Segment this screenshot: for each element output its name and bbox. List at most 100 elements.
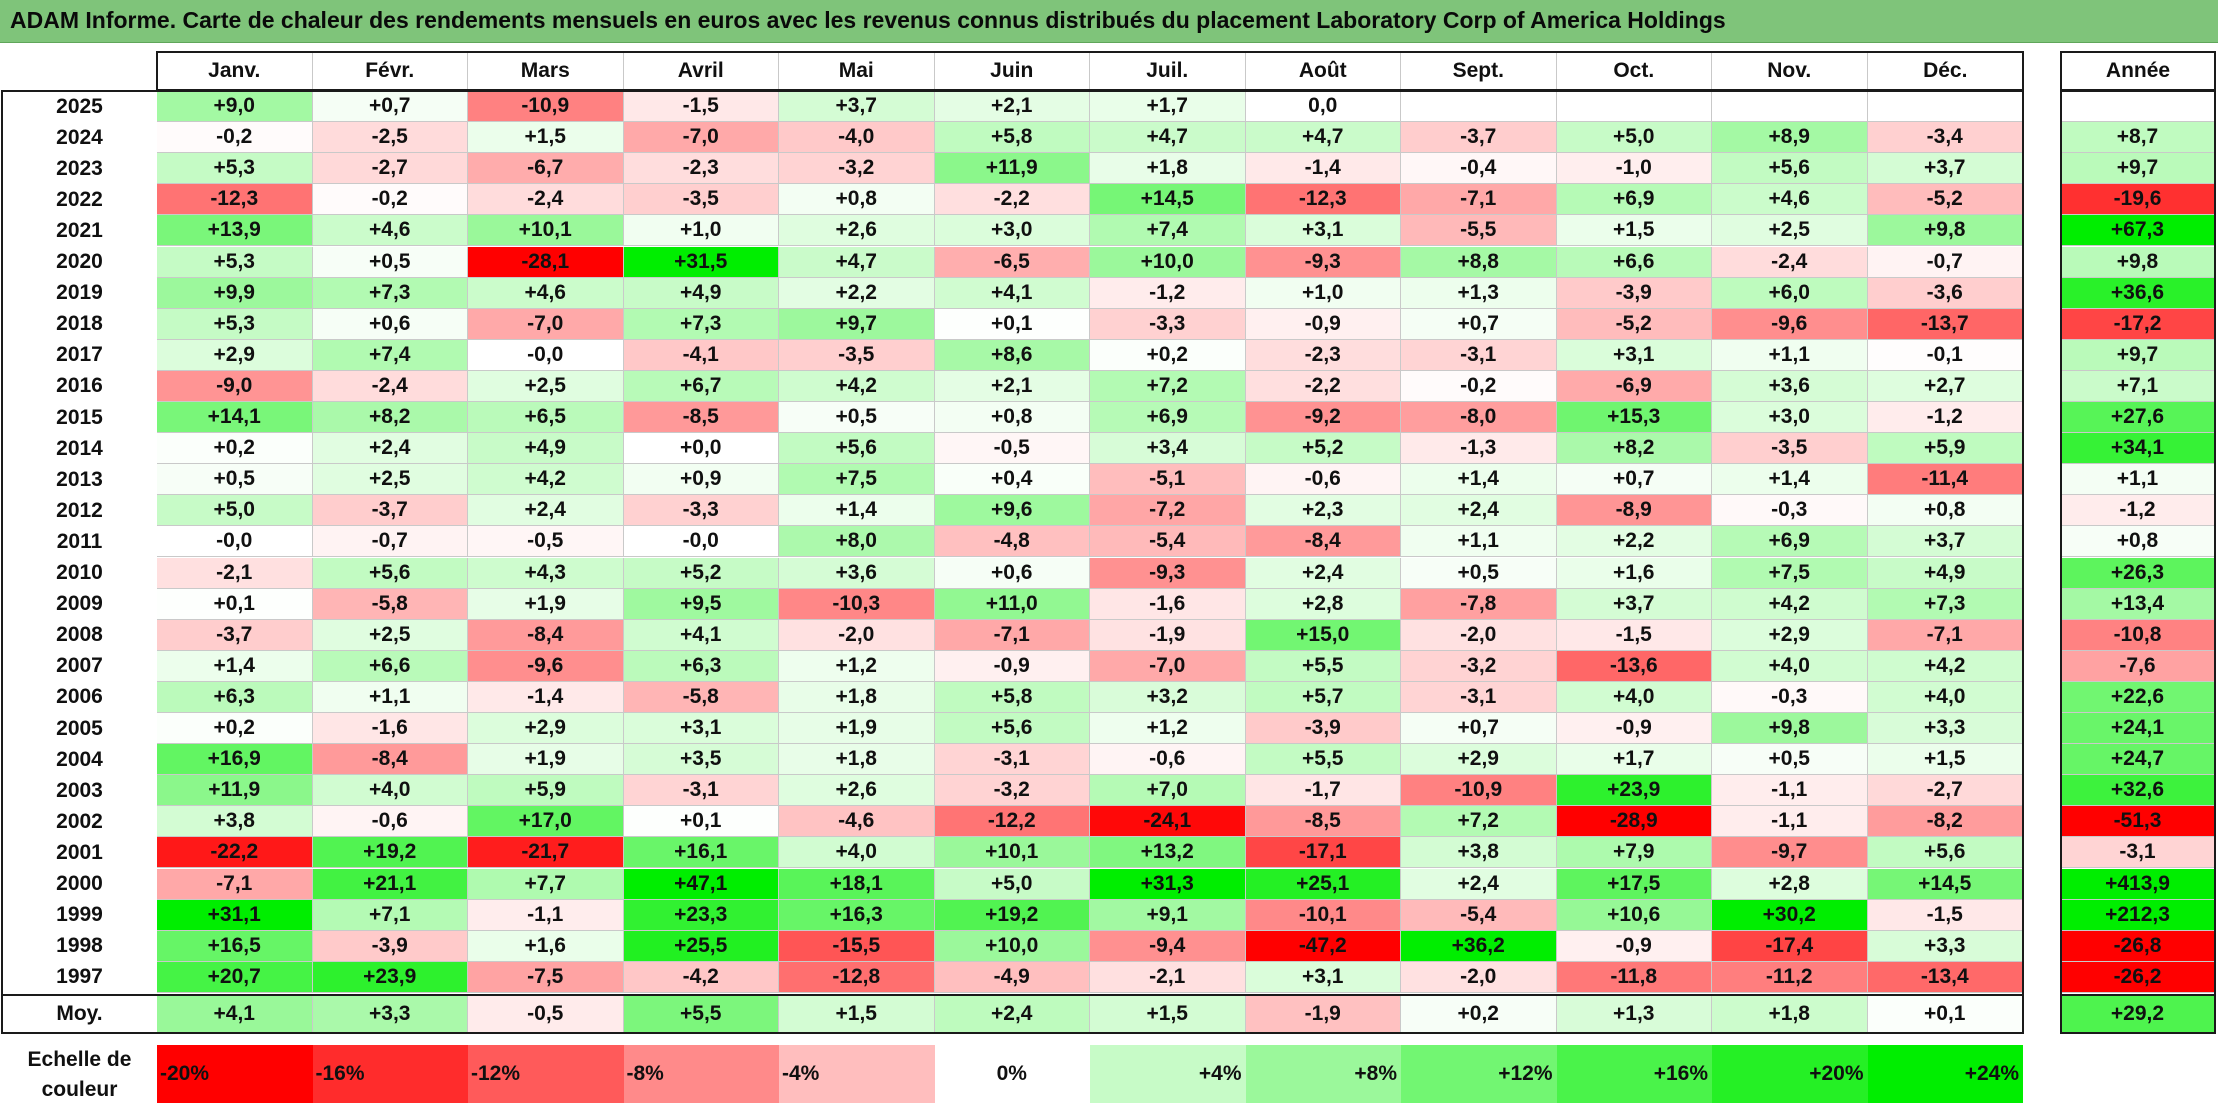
- heatmap-cell: -4,1: [623, 339, 779, 371]
- row-year-label: 2010: [56, 561, 103, 585]
- heatmap-cell: +2,8: [1245, 588, 1401, 620]
- heatmap-cell: -1,6: [1090, 588, 1246, 620]
- heatmap-cell: +5,9: [468, 775, 624, 807]
- heatmap-cell: +4,9: [468, 433, 624, 465]
- heatmap-cell: [1401, 91, 1557, 123]
- heatmap-cell: -11,8: [1556, 961, 1712, 993]
- heatmap-cell: [1867, 91, 2023, 123]
- heatmap-cell: -3,3: [1090, 308, 1246, 340]
- heatmap-cell: +1,7: [1556, 744, 1712, 776]
- annual-cell: -26,8: [2061, 930, 2215, 962]
- heatmap-cell: +2,1: [934, 91, 1090, 123]
- heatmap-cell: -1,5: [623, 91, 779, 123]
- heatmap-cell: +1,0: [623, 215, 779, 247]
- heatmap-cell: +6,9: [1556, 184, 1712, 216]
- heatmap-cell: -1,4: [1245, 153, 1401, 185]
- heatmap-cell: +1,4: [1712, 464, 1868, 496]
- heatmap-cell: +1,8: [779, 744, 935, 776]
- heatmap-cell: +2,9: [1712, 619, 1868, 651]
- annual-cell: +34,1: [2061, 433, 2215, 465]
- heatmap-cell: +6,3: [157, 681, 313, 713]
- heatmap-cell: +2,4: [468, 495, 624, 527]
- heatmap-cell: +23,9: [1556, 775, 1712, 807]
- annual-cell: +36,6: [2061, 277, 2215, 309]
- heatmap-cell: +16,3: [779, 899, 935, 931]
- average-cell: +1,5: [1090, 995, 1246, 1033]
- heatmap-cell: +8,6: [934, 339, 1090, 371]
- heatmap-cell: -5,8: [623, 681, 779, 713]
- heatmap-cell: +7,4: [312, 339, 468, 371]
- chart-title: ADAM Informe. Carte de chaleur des rende…: [10, 7, 1726, 33]
- heatmap-cell: -1,6: [312, 713, 468, 745]
- heatmap-cell: +5,8: [934, 122, 1090, 154]
- heatmap-cell: -4,2: [623, 961, 779, 993]
- heatmap-cell: [1556, 91, 1712, 123]
- heatmap-cell: -0,1: [1867, 339, 2023, 371]
- column-header-5: Mai: [779, 52, 935, 90]
- annual-cell: +24,1: [2061, 713, 2215, 745]
- average-cell: +5,5: [623, 995, 779, 1033]
- heatmap-cell: -0,6: [1245, 464, 1401, 496]
- column-header-4: Avril: [624, 52, 779, 90]
- annual-cell: -7,6: [2061, 650, 2215, 682]
- heatmap-cell: +1,2: [779, 650, 935, 682]
- heatmap-cell: +11,9: [934, 153, 1090, 185]
- row-year-label: 2019: [56, 281, 103, 305]
- heatmap-cell: -3,1: [623, 775, 779, 807]
- heatmap-cell: -9,2: [1245, 402, 1401, 434]
- column-header-6: Juin: [935, 52, 1090, 90]
- color-scale-label: Echelle de couleur: [2, 1045, 157, 1103]
- heatmap-cell: +7,3: [623, 308, 779, 340]
- average-separator: [2, 993, 2023, 996]
- row-year-label: 2013: [56, 467, 103, 491]
- heatmap-cell: +1,0: [1245, 277, 1401, 309]
- heatmap-cell: -9,3: [1090, 557, 1246, 589]
- heatmap-cell: -5,2: [1867, 184, 2023, 216]
- annual-cell: +22,6: [2061, 681, 2215, 713]
- heatmap-cell: +0,5: [1401, 557, 1557, 589]
- heatmap-cell: -2,4: [312, 370, 468, 402]
- heatmap-cell: +5,3: [157, 153, 313, 185]
- heatmap-cell: +0,7: [1401, 308, 1557, 340]
- heatmap-cell: -7,0: [468, 308, 624, 340]
- heatmap-cell: -0,9: [1556, 713, 1712, 745]
- annual-cell: -10,8: [2061, 619, 2215, 651]
- heatmap-cell: -13,4: [1867, 961, 2023, 993]
- heatmap-cell: +7,5: [1712, 557, 1868, 589]
- heatmap-cell: +3,1: [1556, 339, 1712, 371]
- column-header-7: Juil.: [1090, 52, 1246, 90]
- heatmap-cell: +18,1: [779, 868, 935, 900]
- heatmap-cell: +1,9: [468, 588, 624, 620]
- heatmap-cell: +3,4: [1090, 433, 1246, 465]
- heatmap-cell: +9,5: [623, 588, 779, 620]
- heatmap-cell: -3,9: [1556, 277, 1712, 309]
- row-year-label: 2001: [56, 840, 103, 864]
- heatmap-cell: +1,3: [1401, 277, 1557, 309]
- heatmap-cell: +3,7: [779, 91, 935, 123]
- heatmap-cell: -2,3: [1245, 339, 1401, 371]
- heatmap-cell: +10,1: [468, 215, 624, 247]
- heatmap-cell: -1,3: [1401, 433, 1557, 465]
- heatmap-cell: -15,5: [779, 930, 935, 962]
- heatmap-cell: +14,5: [1090, 184, 1246, 216]
- heatmap-cell: +3,1: [623, 713, 779, 745]
- column-header-8: Août: [1246, 52, 1401, 90]
- row-year-label: 2024: [56, 125, 103, 149]
- row-year-label: 1999: [56, 903, 103, 927]
- heatmap-cell: -1,5: [1867, 899, 2023, 931]
- heatmap-cell: +1,8: [1090, 153, 1246, 185]
- heatmap-cell: -2,0: [779, 619, 935, 651]
- heatmap-cell: -6,5: [934, 246, 1090, 278]
- color-scale-swatch: +8%: [1245, 1045, 1401, 1103]
- heatmap-cell: +4,9: [1867, 557, 2023, 589]
- heatmap-cell: -5,4: [1401, 899, 1557, 931]
- heatmap-cell: +2,4: [312, 433, 468, 465]
- heatmap-cell: +13,2: [1090, 837, 1246, 869]
- heatmap-cell: +4,0: [1867, 681, 2023, 713]
- heatmap-cell: +4,6: [468, 277, 624, 309]
- heatmap-cell: +6,9: [1712, 526, 1868, 558]
- heatmap-cell: +2,4: [1245, 557, 1401, 589]
- heatmap-cell: +16,5: [157, 930, 313, 962]
- annual-cell: -19,6: [2061, 184, 2215, 216]
- heatmap-cell: +0,5: [312, 246, 468, 278]
